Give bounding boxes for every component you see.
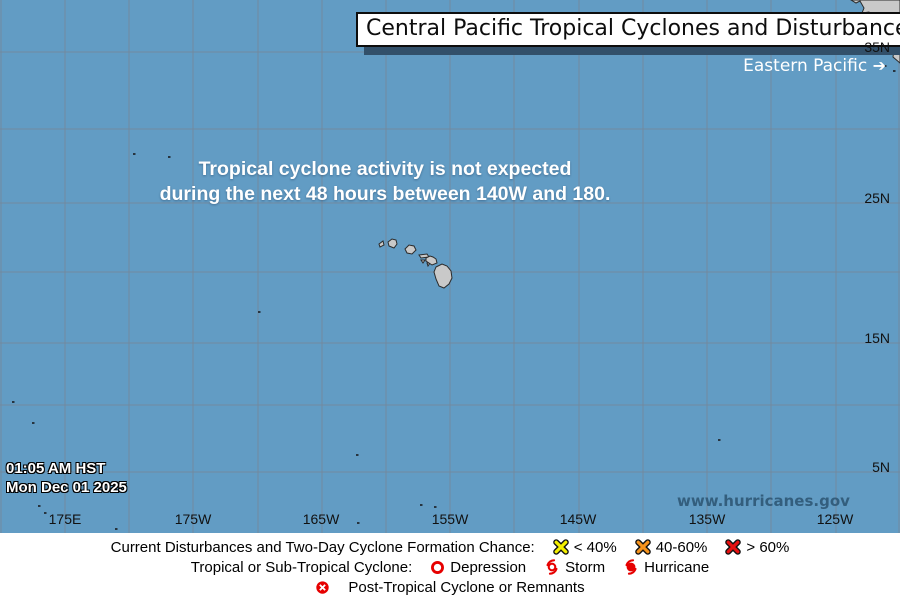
timestamp-time: 01:05 AM HST [6, 460, 106, 477]
legend: Current Disturbances and Two-Day Cyclone… [0, 533, 900, 601]
post-tropical-label: Post-Tropical Cyclone or Remnants [348, 578, 585, 596]
longitude-label: 155W [431, 511, 469, 527]
small-islets [12, 65, 896, 530]
page-title: Central Pacific Tropical Cyclones and Di… [356, 12, 900, 47]
issued-timestamp: 01:05 AM HST Mon Dec 01 2025 [6, 459, 127, 497]
hurricane-label: Hurricane [644, 558, 710, 576]
legend-line-post-tropical: Post-Tropical Cyclone or Remnants [315, 577, 585, 597]
storm-label: Storm [565, 558, 606, 576]
longitude-label: 145W [559, 511, 597, 527]
message-line-1: Tropical cyclone activity is not expecte… [198, 158, 572, 180]
legend-item-depression: Depression [430, 559, 526, 576]
hurricane-icon [625, 559, 637, 575]
storm-icon [546, 559, 558, 575]
message-line-2: during the next 48 hours between 140W an… [159, 183, 611, 205]
chance-low-x-icon [552, 539, 569, 555]
longitude-label: 175E [48, 511, 82, 527]
chance-medium-label: 40-60% [655, 538, 708, 556]
latitude-label: 5N [872, 459, 890, 475]
chance-low-label: < 40% [573, 538, 617, 556]
legend-item-chance-high: > 60% [725, 539, 789, 556]
legend-line-cyclone-types: Tropical or Sub-Tropical Cyclone: Depres… [191, 557, 709, 577]
post-tropical-icon [316, 580, 330, 594]
website-watermark: www.hurricanes.gov [677, 492, 850, 510]
legend-item-chance-low: < 40% [552, 538, 617, 556]
chance-high-label: > 60% [746, 538, 790, 556]
latitude-longitude-grid [0, 0, 900, 533]
right-arrow-icon: ➔ [872, 56, 886, 75]
longitude-label: 135W [688, 511, 726, 527]
depression-label: Depression [450, 558, 527, 576]
formation-chance-label: Current Disturbances and Two-Day Cyclone… [110, 538, 535, 556]
longitude-label: 165W [302, 511, 340, 527]
map-canvas[interactable]: Central Pacific Tropical Cyclones and Di… [0, 0, 900, 533]
legend-item-chance-medium: 40-60% [634, 538, 708, 556]
chance-high-x-icon [725, 539, 742, 555]
legend-item-storm: Storm [544, 559, 605, 576]
hawaiian-islands [378, 238, 453, 289]
legend-item-post-tropical [315, 580, 330, 595]
map-graphics [0, 0, 900, 533]
latitude-label: 35N [864, 39, 890, 55]
longitude-label: 125W [816, 511, 854, 527]
legend-line-formation-chance: Current Disturbances and Two-Day Cyclone… [111, 537, 790, 557]
latitude-label: 15N [864, 330, 890, 346]
timestamp-date: Mon Dec 01 2025 [6, 479, 127, 496]
longitude-label: 175W [174, 511, 212, 527]
depression-icon [431, 560, 445, 574]
eastern-pacific-link[interactable]: Eastern Pacific ➔ [743, 56, 886, 76]
eastern-pacific-link-label: Eastern Pacific [743, 56, 868, 76]
chance-medium-x-icon [634, 539, 651, 555]
cyclone-type-label: Tropical or Sub-Tropical Cyclone: [190, 558, 413, 576]
legend-item-hurricane: Hurricane [623, 559, 709, 576]
no-activity-message: Tropical cyclone activity is not expecte… [15, 157, 755, 207]
latitude-label: 25N [864, 190, 890, 206]
